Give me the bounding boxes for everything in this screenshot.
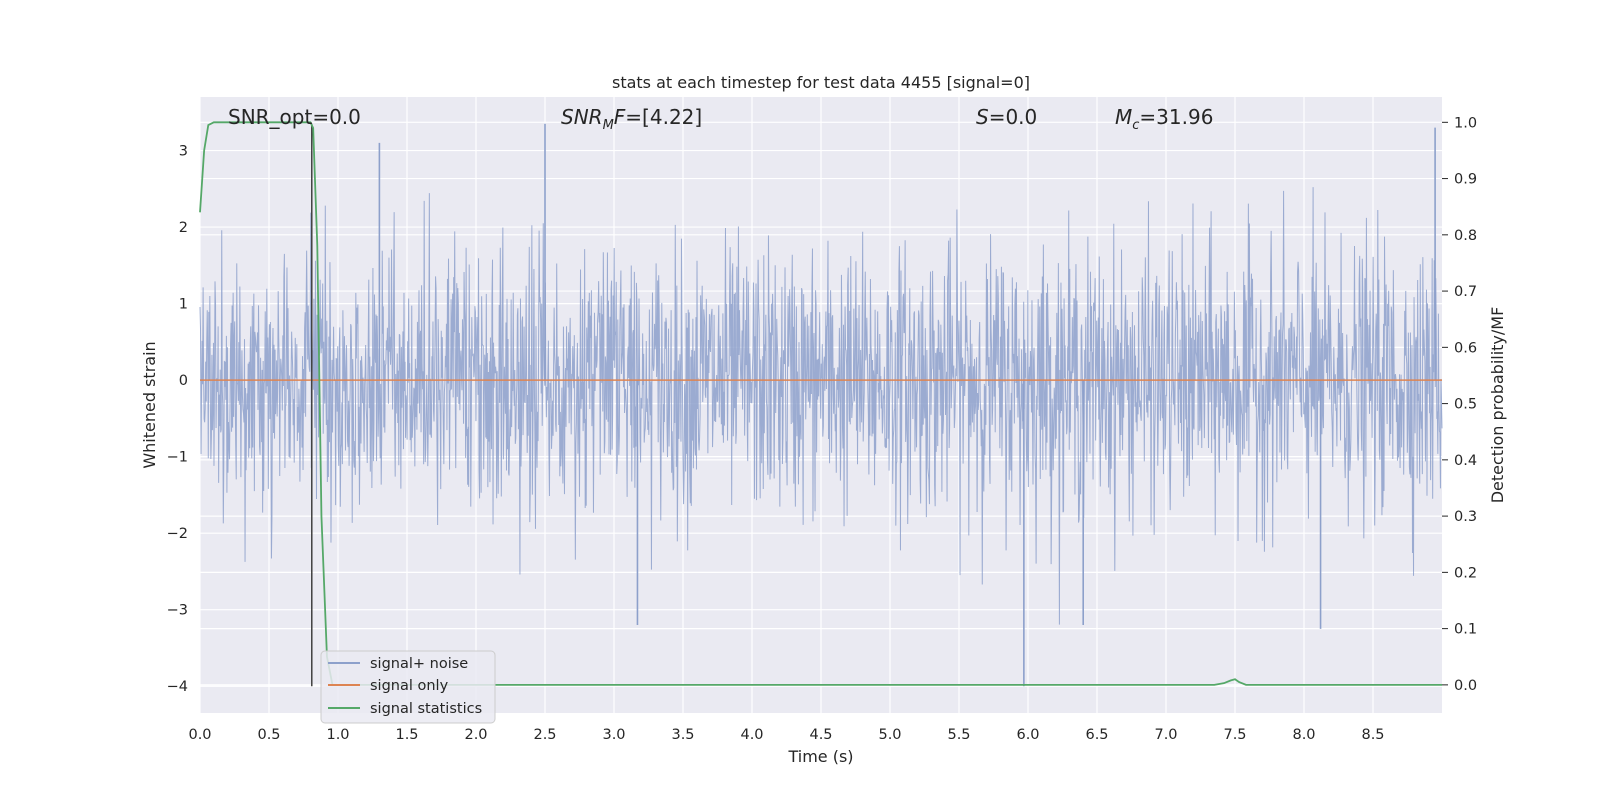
legend-label-signal-statistics: signal statistics [370, 701, 482, 717]
snr-mf-italic: F [614, 105, 626, 129]
y-right-tick-label: 0.7 [1454, 284, 1477, 300]
y-right-tick-label: 0.1 [1454, 622, 1477, 638]
y-left-tick-label: 2 [179, 220, 188, 236]
legend-label-signal-noise: signal+ noise [370, 656, 468, 672]
y-right-tick-label: 0.3 [1454, 509, 1477, 525]
y-right-tick-label: 0.4 [1454, 453, 1477, 469]
y-left-tick-label: −3 [167, 603, 188, 619]
s-value: =0.0 [989, 105, 1038, 129]
annotation-snr-mf: SNRMF=[4.22] [561, 105, 702, 133]
y-right-tick-label: 0.8 [1454, 228, 1477, 244]
y-right-tick-label: 1.0 [1454, 115, 1477, 131]
y-right-tick-labels: 1.0 0.9 0.8 0.7 0.6 0.5 0.4 0.3 0.2 0.1 0.0 [1442, 115, 1477, 694]
legend-label-signal-only: signal only [370, 678, 449, 694]
y-right-tick-label: 0.6 [1454, 340, 1477, 356]
y-left-tick-label: −2 [167, 526, 188, 542]
snr-mf-value: =[4.22] [625, 105, 702, 129]
mc-subscript: c [1132, 118, 1139, 133]
x-tick-label: 2.0 [464, 727, 487, 743]
annotation-s: S=0.0 [976, 105, 1037, 129]
x-tick-label: 4.5 [809, 727, 832, 743]
annotation-mc: Mc=31.96 [1115, 105, 1213, 133]
y-left-tick-labels: 3 2 1 0 −1 −2 −3 −4 [167, 144, 188, 696]
x-tick-label: 4.0 [740, 727, 763, 743]
y-axis-label-left: Whitened strain [140, 341, 159, 468]
x-tick-label: 6.5 [1085, 727, 1108, 743]
x-tick-label: 1.5 [395, 727, 418, 743]
x-tick-label: 8.0 [1292, 727, 1315, 743]
x-tick-label: 3.5 [671, 727, 694, 743]
snr-mf-subscript: M [603, 118, 614, 133]
legend-box [320, 650, 496, 724]
x-tick-label: 0.5 [257, 727, 280, 743]
x-tick-label: 2.5 [533, 727, 556, 743]
y-left-tick-label: 3 [179, 144, 188, 160]
legend: signal+ noise signal only signal statist… [320, 650, 496, 724]
signal-noise-trace [199, 187, 1443, 625]
y-left-tick-label: −1 [167, 450, 188, 466]
mc-value: =31.96 [1139, 105, 1213, 129]
x-tick-label: 6.0 [1016, 727, 1039, 743]
x-tick-label: 8.5 [1361, 727, 1384, 743]
x-tick-label: 5.0 [878, 727, 901, 743]
s-symbol: S [976, 105, 989, 129]
signal-statistics-series [199, 121, 1442, 686]
x-tick-label: 7.0 [1154, 727, 1177, 743]
snr-mf-symbol: SNR [561, 105, 603, 129]
y-axis-label-right: Detection probability/MF [1488, 307, 1507, 504]
y-left-tick-label: 1 [179, 297, 188, 313]
y-left-tick-label: 0 [179, 373, 188, 389]
y-right-tick-label: 0.9 [1454, 172, 1477, 188]
mc-symbol: M [1115, 105, 1132, 129]
x-tick-label: 1.0 [326, 727, 349, 743]
x-axis-label: Time (s) [787, 747, 853, 766]
y-right-tick-label: 0.5 [1454, 397, 1477, 413]
y-left-tick-label: −4 [167, 679, 188, 695]
x-tick-label: 5.5 [947, 727, 970, 743]
x-tick-label: 0.0 [188, 727, 211, 743]
y-right-tick-label: 0.0 [1454, 678, 1477, 694]
x-tick-label: 7.5 [1223, 727, 1246, 743]
signal-noise-series [199, 123, 1443, 687]
x-tick-labels: 0.0 0.5 1.0 1.5 2.0 2.5 3.0 3.5 4.0 4.5 5.0 5.5 6.0 6… [188, 727, 1384, 743]
x-tick-label: 3.0 [602, 727, 625, 743]
annotation-snr-opt: SNR_opt=0.0 [228, 105, 361, 129]
chart-title: stats at each timestep for test data 445… [612, 73, 1030, 92]
y-right-tick-label: 0.2 [1454, 565, 1477, 581]
